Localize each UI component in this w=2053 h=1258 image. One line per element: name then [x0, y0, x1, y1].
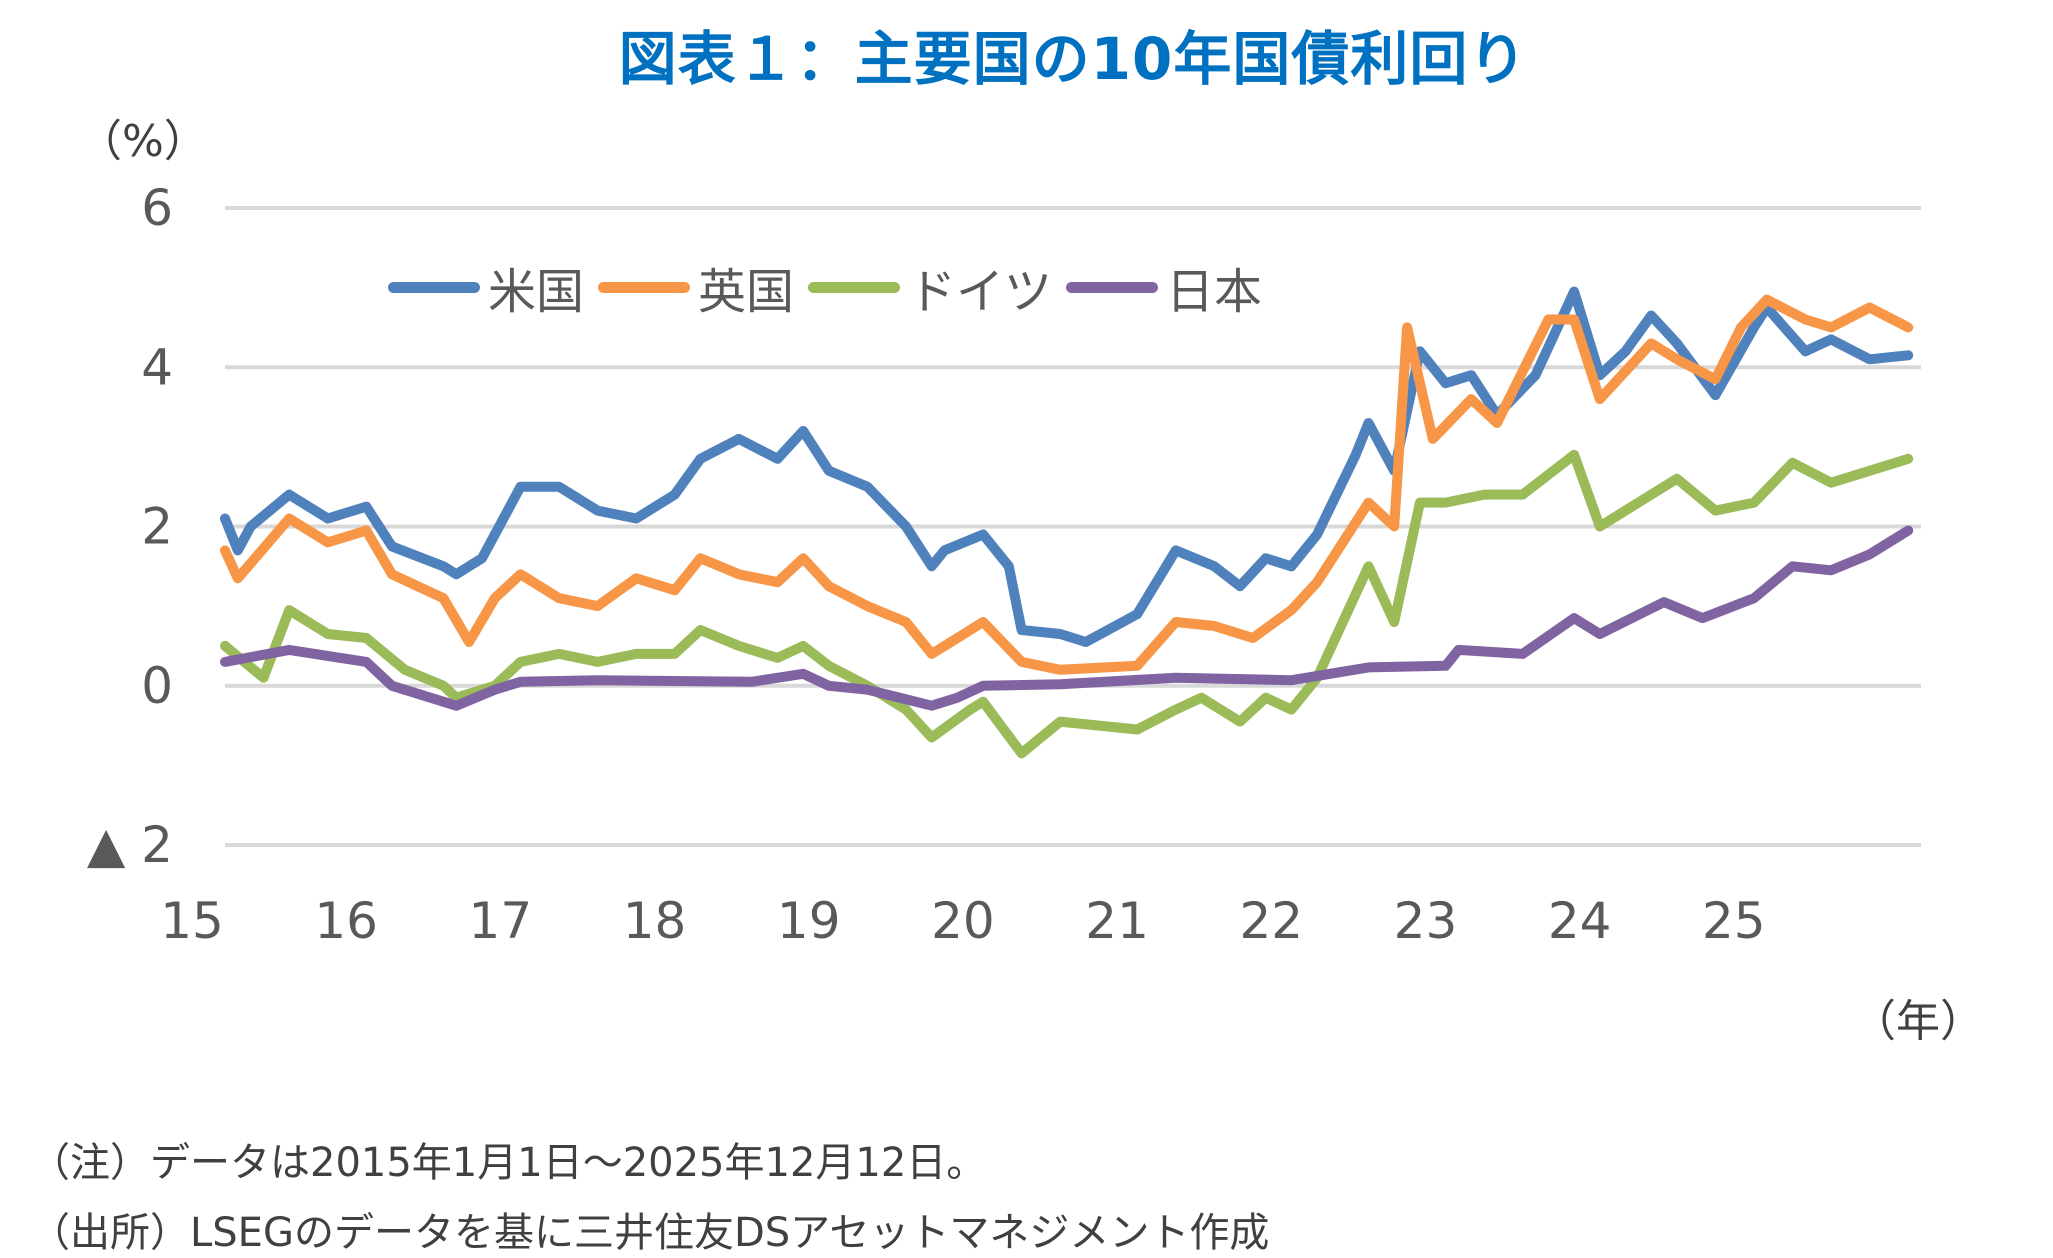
- legend-label-us: 米国: [488, 264, 585, 320]
- x-tick-label: 24: [1548, 892, 1612, 950]
- legend: 米国 英国 ドイツ 日本: [388, 252, 1276, 322]
- series-line-日本: [220, 525, 1914, 711]
- legend-label-uk: 英国: [698, 264, 795, 320]
- y-tick-label: 4: [141, 338, 173, 396]
- y-tick-label: 0: [141, 657, 173, 715]
- legend-swatch-us: [388, 281, 480, 293]
- legend-item-us: 米国: [388, 252, 584, 322]
- y-tick-label: ▲ 2: [87, 816, 173, 874]
- x-tick-label: 23: [1394, 892, 1458, 950]
- x-tick-label: 17: [469, 892, 533, 950]
- x-tick-label: 25: [1702, 892, 1766, 950]
- legend-label-japan: 日本: [1166, 264, 1263, 320]
- series-line-米国: [220, 286, 1914, 647]
- note-text: （注）データは2015年1月1日～2025年12月12日。: [30, 1140, 987, 1186]
- x-tick-label: 20: [931, 892, 995, 950]
- x-tick-label: 16: [314, 892, 378, 950]
- legend-item-germany: ドイツ: [808, 252, 1052, 322]
- chart-title: 図表１：主要国の10年国債利回り: [618, 25, 1528, 93]
- x-tick-label: 19: [777, 892, 841, 950]
- legend-swatch-germany: [808, 281, 901, 293]
- x-tick-label: 18: [623, 892, 687, 950]
- x-tick-label: 15: [160, 892, 224, 950]
- legend-swatch-japan: [1066, 281, 1159, 293]
- x-axis-unit: （年）: [1852, 996, 1984, 1047]
- legend-swatch-uk: [598, 281, 691, 293]
- y-tick-label: 2: [141, 498, 173, 556]
- series-line-英国: [220, 294, 1914, 675]
- x-tick-label: 22: [1239, 892, 1303, 950]
- legend-item-uk: 英国: [598, 252, 794, 322]
- x-tick-label: 21: [1085, 892, 1149, 950]
- legend-item-japan: 日本: [1066, 252, 1262, 322]
- y-tick-label: 6: [141, 179, 173, 237]
- y-axis-unit: （%）: [78, 116, 208, 167]
- source-text: （出所）LSEGのデータを基に三井住友DSアセットマネジメント作成: [30, 1210, 1270, 1256]
- series-line-ドイツ: [220, 449, 1914, 759]
- legend-label-germany: ドイツ: [908, 264, 1053, 320]
